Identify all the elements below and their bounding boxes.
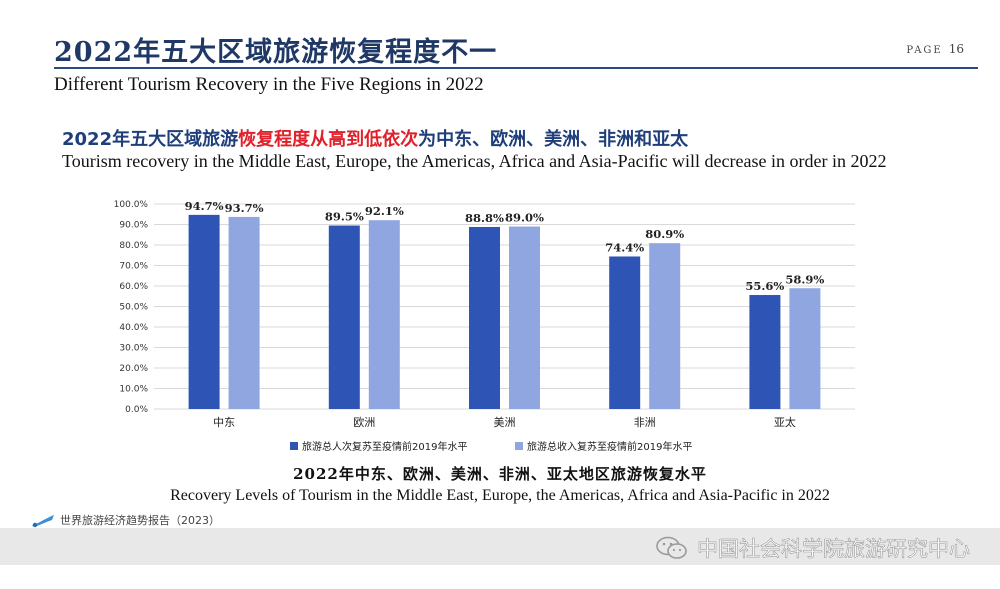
bar (469, 226, 500, 409)
y-tick-label: 30.0% (119, 344, 148, 354)
watermark: 中国社会科学院旅游研究中心 (655, 533, 970, 563)
bar (649, 243, 681, 409)
y-tick-label: 70.0% (119, 262, 148, 272)
x-tick-label: 非洲 (634, 416, 656, 429)
page-label: PAGE (906, 45, 943, 56)
headline-cn: 2022年五大区域旅游恢复程度从高到低依次为中东、欧洲、美洲、非洲和亚太 (62, 125, 688, 151)
title-divider (54, 67, 978, 69)
x-tick-label: 中东 (213, 416, 235, 429)
bar (188, 214, 220, 409)
data-label: 55.6% (745, 279, 784, 293)
y-tick-label: 90.0% (119, 221, 148, 231)
page-title: 2022年五大区域旅游恢复程度不一 (54, 37, 498, 68)
page-number: 16 (948, 42, 964, 56)
bar (609, 256, 641, 409)
y-tick-label: 60.0% (119, 282, 148, 292)
chart-caption-en: Recovery Levels of Tourism in the Middle… (170, 487, 830, 504)
headline-cn-highlight: 恢复程度从高到低依次 (238, 129, 419, 150)
legend-swatch (515, 442, 523, 450)
y-tick-label: 40.0% (119, 323, 148, 333)
report-source-text: 世界旅游经济趋势报告（2023） (60, 514, 220, 527)
data-label: 89.0% (505, 211, 544, 225)
report-source: 世界旅游经济趋势报告（2023） (30, 512, 220, 528)
data-label: 58.9% (785, 272, 824, 286)
data-label: 94.7% (185, 199, 224, 213)
recovery-bar-chart: 0.0% 10.0% 20.0% 30.0% 40.0% 50.0% 60.0% 70.0% 8… (114, 199, 855, 453)
bar (789, 288, 821, 409)
bar (509, 226, 540, 409)
page-subtitle: Different Tourism Recovery in the Five R… (54, 74, 484, 95)
legend-label: 旅游总收入复苏至疫情前2019年水平 (527, 440, 692, 453)
legend-label: 旅游总人次复苏至疫情前2019年水平 (302, 440, 467, 453)
x-tick-label: 亚太 (774, 416, 796, 429)
data-label: 80.9% (645, 227, 684, 241)
footer-band (0, 528, 1000, 565)
headline-en: Tourism recovery in the Middle East, Eur… (62, 151, 887, 171)
y-tick-label: 20.0% (119, 364, 148, 374)
y-tick-label: 0.0% (125, 405, 148, 415)
page-indicator: PAGE 16 (906, 42, 964, 56)
data-label: 88.8% (465, 211, 504, 225)
headline-cn-part3: 为中东、欧洲、美洲、非洲和亚太 (418, 129, 689, 150)
pen-logo-icon (32, 515, 54, 528)
data-label: 92.1% (365, 204, 404, 218)
y-tick-label: 10.0% (119, 385, 148, 395)
bar (368, 220, 400, 409)
legend-swatch (290, 442, 298, 450)
data-label: 89.5% (325, 210, 364, 224)
bar (328, 225, 360, 409)
bar (749, 295, 781, 409)
y-tick-label: 50.0% (119, 303, 148, 313)
x-tick-label: 欧洲 (353, 416, 375, 429)
data-label: 93.7% (225, 201, 264, 215)
x-tick-label: 美洲 (494, 416, 516, 429)
y-tick-label: 100.0% (114, 200, 149, 210)
y-tick-label: 80.0% (119, 241, 148, 251)
watermark-text: 中国社会科学院旅游研究中心 (697, 537, 971, 562)
bar (228, 216, 260, 409)
data-label: 74.4% (605, 240, 644, 254)
headline-cn-part1: 2022年五大区域旅游 (62, 129, 239, 150)
chart-caption-cn: 2022年中东、欧洲、美洲、非洲、亚太地区旅游恢复水平 (293, 465, 707, 483)
wechat-icon (656, 536, 687, 559)
